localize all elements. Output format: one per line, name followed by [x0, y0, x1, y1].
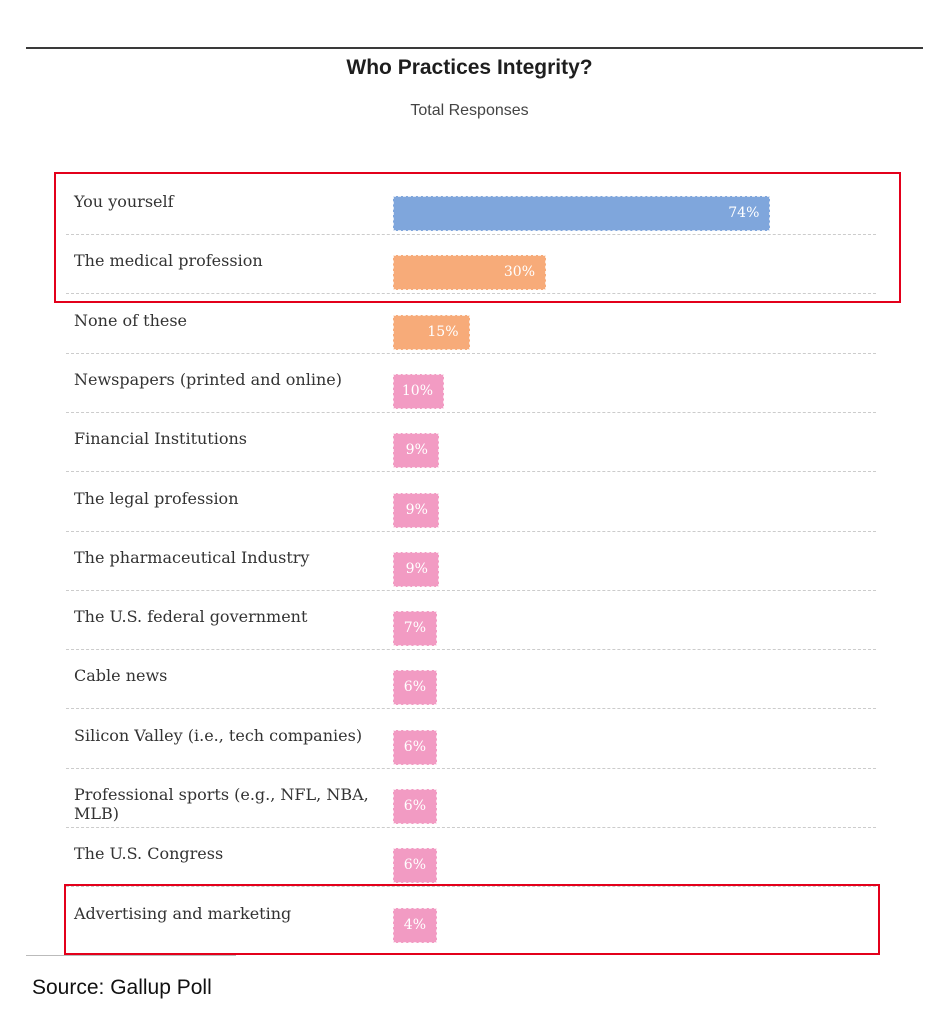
- bar: 9%: [393, 433, 439, 469]
- highlight-box: [54, 172, 901, 303]
- row-divider: [66, 827, 876, 828]
- bar: 6%: [393, 729, 437, 765]
- row-divider: [66, 471, 876, 473]
- bar: 9%: [393, 551, 439, 587]
- bar-row: The U.S. Congress 6%: [66, 828, 876, 888]
- row-divider: [66, 767, 876, 769]
- bar: 6%: [393, 789, 437, 824]
- bar-value-label: 7%: [403, 620, 426, 637]
- bar-value-label: 6%: [403, 679, 426, 696]
- bar: 4%: [393, 907, 437, 943]
- bar-row: Advertising and marketing 4%: [66, 888, 876, 947]
- highlight-box: [64, 883, 880, 955]
- bar-value-label: 9%: [405, 501, 428, 518]
- bar-row: The medical profession 30%: [66, 235, 876, 295]
- category-label: Silicon Valley (i.e., tech companies): [74, 725, 363, 745]
- bar-value-label: 30%: [503, 264, 535, 281]
- category-label: You yourself: [74, 192, 174, 211]
- bar-row: Newspapers (printed and online) 10%: [66, 354, 876, 413]
- category-label: Advertising and marketing: [74, 903, 292, 923]
- bar-row: Professional sports (e.g., NFL, NBA, MLB…: [66, 769, 876, 828]
- bar-row: None of these 15%: [66, 295, 876, 354]
- row-divider: [66, 234, 876, 235]
- row-divider: [66, 411, 876, 413]
- category-label: Newspapers (printed and online): [74, 369, 342, 389]
- category-label: The pharmaceutical Industry: [74, 547, 310, 567]
- bar-row: Financial Institutions 9%: [66, 413, 876, 473]
- bar-value-label: 9%: [405, 560, 428, 577]
- bar-row: The legal profession 9%: [66, 473, 876, 532]
- category-label: Cable news: [74, 666, 168, 686]
- bar-value-label: 9%: [405, 442, 428, 459]
- bar: 6%: [393, 670, 437, 706]
- bar-row: The U.S. federal government 7%: [66, 591, 876, 651]
- bar-value-label: 6%: [403, 798, 426, 814]
- bar: 74%: [393, 196, 771, 231]
- bar: 6%: [393, 848, 437, 884]
- bar-value-label: 10%: [401, 382, 433, 399]
- source-note: Source: Gallup Poll: [32, 976, 212, 999]
- bar-value-label: 6%: [403, 738, 426, 755]
- row-divider: [66, 530, 876, 532]
- row-divider: [66, 293, 876, 295]
- bar-row: Silicon Valley (i.e., tech companies) 6%: [66, 710, 876, 769]
- bar-row: Cable news 6%: [66, 650, 876, 710]
- bar-row: You yourself 74%: [66, 176, 876, 235]
- category-label: The medical profession: [74, 251, 263, 271]
- row-divider: [66, 649, 876, 651]
- chart-subtitle: Total Responses: [410, 102, 529, 119]
- bar-value-label: 4%: [403, 916, 426, 933]
- row-divider: [66, 352, 876, 354]
- row-divider: [66, 708, 876, 710]
- category-label: Financial Institutions: [74, 429, 247, 449]
- category-label: The U.S. Congress: [74, 844, 224, 864]
- bar: 30%: [393, 255, 546, 291]
- bar: 10%: [393, 373, 444, 409]
- bar: 9%: [393, 492, 439, 528]
- category-label: Professional sports (e.g., NFL, NBA, MLB…: [74, 785, 369, 823]
- row-divider: [66, 589, 876, 591]
- category-label: The legal profession: [74, 488, 239, 508]
- chart-title: Who Practices Integrity?: [346, 56, 593, 79]
- bar-value-label: 6%: [403, 857, 426, 874]
- category-label: None of these: [74, 310, 188, 330]
- source-rule: [26, 955, 236, 956]
- category-label: The U.S. federal government: [74, 607, 308, 627]
- bar-row: The pharmaceutical Industry 9%: [66, 532, 876, 591]
- row-divider: [66, 886, 876, 888]
- top-rule: [26, 47, 923, 49]
- bar-value-label: 74%: [728, 205, 760, 221]
- bar-value-label: 15%: [427, 323, 459, 340]
- bar: 15%: [393, 314, 470, 350]
- bar: 7%: [393, 611, 437, 647]
